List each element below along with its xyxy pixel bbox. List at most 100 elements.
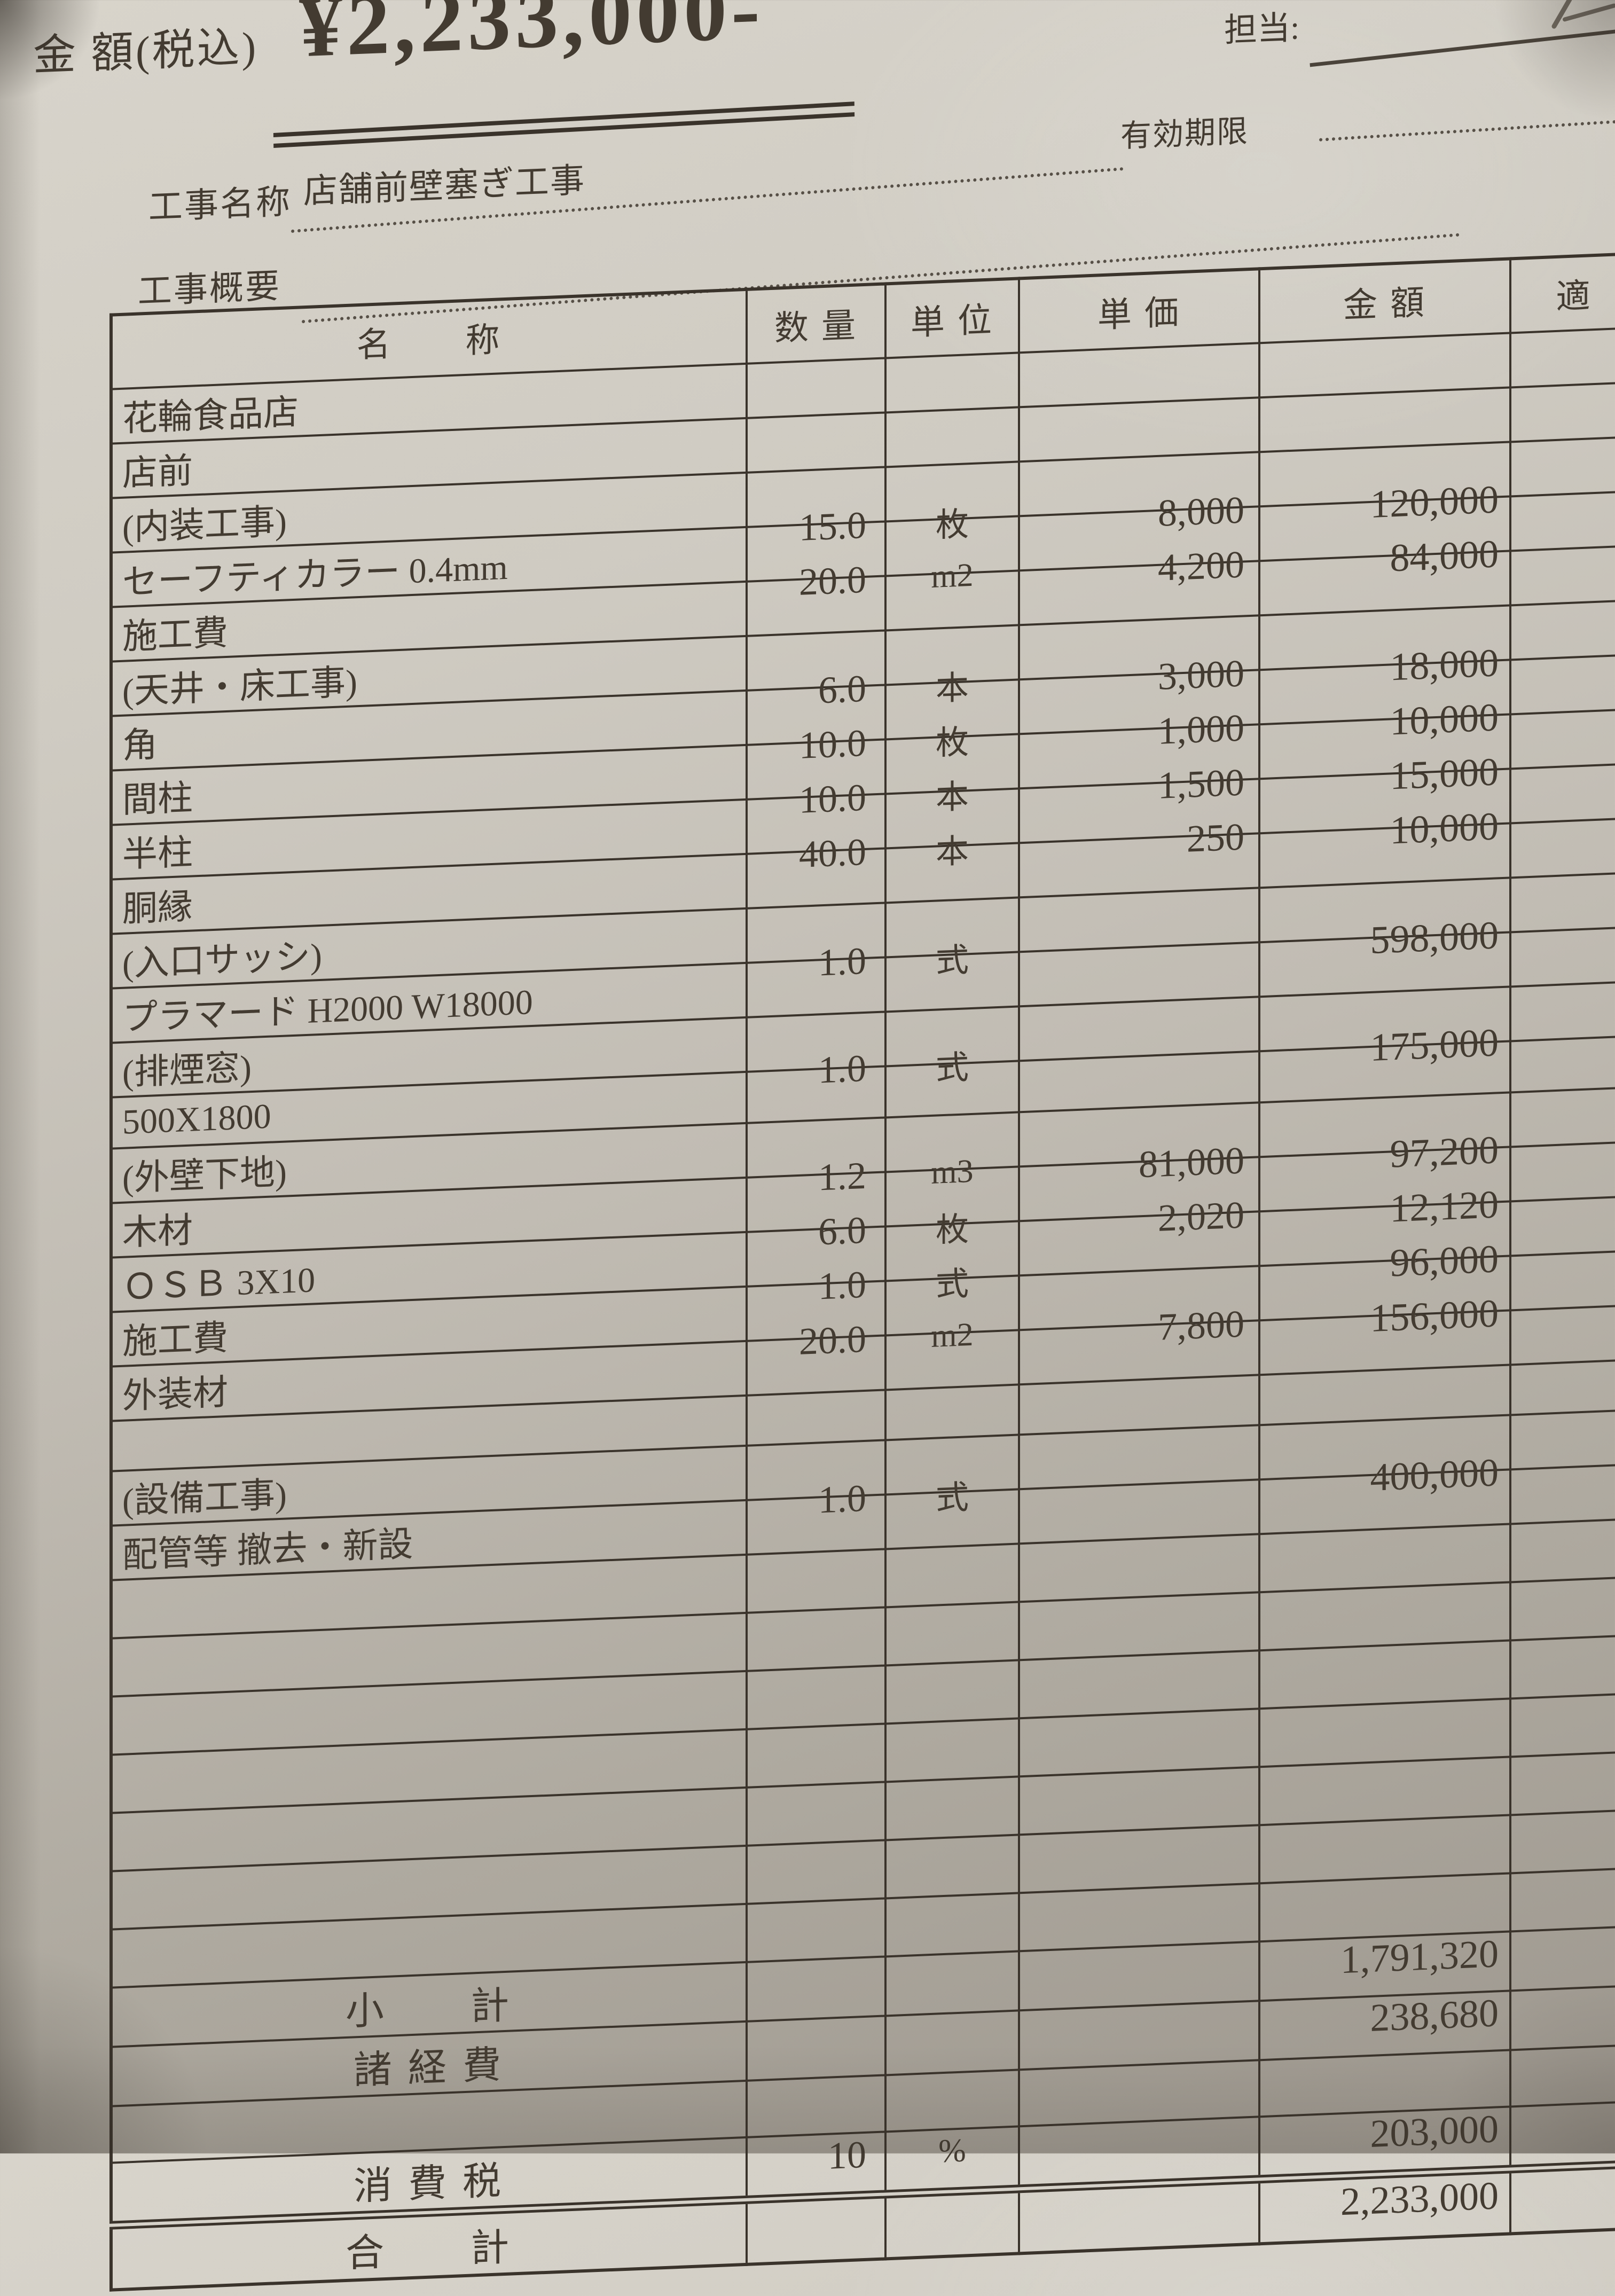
cell-a	[1259, 1582, 1510, 1651]
cell-r	[1510, 1464, 1615, 1524]
cell-r	[1510, 1518, 1615, 1582]
cell-q	[747, 1390, 885, 1446]
cell-text: m3	[931, 1153, 974, 1191]
cell-text: 2,233,000	[1340, 2173, 1499, 2224]
cell-a	[1259, 1757, 1510, 1825]
cell-p	[1019, 888, 1259, 952]
cell-text: 203,000	[1370, 2107, 1499, 2156]
cell-text: 小 計	[345, 1984, 512, 2034]
cell-q: 40.0	[747, 830, 885, 908]
cell-unit	[885, 1951, 1019, 2016]
cell-amount: 1,791,320	[1259, 1931, 1510, 2001]
cell-text: 10.0	[799, 721, 866, 767]
cell-q	[747, 1840, 885, 1904]
cell-r	[1510, 1359, 1615, 1415]
cell-r	[1510, 545, 1615, 606]
cell-text: 598,000	[1370, 913, 1499, 962]
cell-text: 3,000	[1158, 651, 1244, 698]
cell-unit	[885, 2010, 1019, 2075]
column-header-amount: 金 額	[1259, 258, 1510, 343]
cell-r	[1510, 1250, 1615, 1311]
cell-remark	[1510, 2164, 1615, 2234]
cell-r	[1510, 872, 1615, 932]
cell-text: 10,000	[1390, 695, 1499, 743]
cell-r	[1510, 709, 1615, 769]
cell-r	[1510, 1141, 1615, 1202]
cell-text: 10	[828, 2133, 866, 2177]
cell-r	[1510, 491, 1615, 551]
cell-q	[747, 1549, 885, 1613]
cell-p	[1019, 1767, 1259, 1835]
column-header-qty: 数 量	[747, 284, 885, 364]
cell-text: ＯＳＢ 3X10	[122, 1260, 316, 1307]
cell-text: 花輪食品店	[122, 393, 299, 439]
cell-r	[1510, 1635, 1615, 1699]
cell-u: m2	[885, 1316, 1019, 1390]
project-name-value: 店舗前壁塞ぎ工事	[303, 161, 585, 211]
cell-amount: 238,680	[1259, 1991, 1510, 2060]
cell-a	[1259, 333, 1510, 398]
cell-p	[1019, 397, 1259, 462]
cell-unit: %	[885, 2126, 1019, 2195]
cell-text: 本	[935, 779, 969, 817]
cell-text: m2	[931, 1316, 974, 1354]
cell-amount: 2,233,000	[1259, 2169, 1510, 2244]
cell-r	[1510, 763, 1615, 824]
cell-text: 1.0	[818, 1046, 866, 1091]
cell-text: 238,680	[1370, 1991, 1499, 2040]
cell-text: 96,000	[1390, 1236, 1499, 1285]
cell-amount	[1259, 2050, 1510, 2117]
cell-a	[1259, 1640, 1510, 1709]
cell-r	[1510, 654, 1615, 715]
cell-text: 式	[935, 1479, 969, 1517]
cell-u	[885, 1835, 1019, 1899]
cell-text: 合 計	[345, 2225, 512, 2275]
cell-a: 598,000	[1259, 913, 1510, 997]
cell-text: 6.0	[818, 1208, 866, 1253]
cell-r	[1510, 1577, 1615, 1641]
cell-p	[1019, 942, 1259, 1007]
cell-text: 式	[935, 1266, 969, 1304]
cell-p: 4,200	[1019, 543, 1259, 625]
column-header-remark: 適	[1510, 253, 1615, 333]
cell-q: 1.0	[747, 1046, 885, 1123]
cell-r	[1510, 818, 1615, 878]
project-name-label: 工事名称	[148, 183, 292, 226]
cell-text: m2	[931, 557, 974, 595]
cell-text: 枚	[935, 506, 969, 544]
cell-text: 400,000	[1370, 1450, 1499, 1500]
cell-a: 156,000	[1259, 1291, 1510, 1375]
cell-text: 配管等 撤去・新設	[122, 1524, 413, 1576]
cell-r	[1510, 600, 1615, 660]
cell-text: 消 費 税	[353, 2159, 504, 2208]
cell-a	[1259, 1815, 1510, 1884]
cell-text: 12,120	[1390, 1182, 1499, 1231]
cell-a: 400,000	[1259, 1451, 1510, 1534]
cell-p	[1019, 343, 1259, 408]
cell-text: 6.0	[818, 667, 866, 711]
items-body: 花輪食品店 店前 (内装工事) セーフティカラー 0.4mm 15.0 枚 8,000 120…	[111, 327, 1615, 1988]
cell-q	[747, 412, 885, 473]
cell-a	[1259, 387, 1510, 452]
cell-text: 10.0	[799, 775, 866, 821]
cell-text: 250	[1187, 814, 1244, 860]
cell-text: 18,000	[1390, 640, 1499, 689]
cell-remark	[1510, 1926, 1615, 1991]
column-header-price: 単 価	[1019, 269, 1259, 353]
cell-text: 1,000	[1158, 706, 1244, 753]
cell-u	[885, 1543, 1019, 1608]
cell-price	[1019, 2060, 1259, 2127]
cell-q	[747, 1665, 885, 1729]
cell-u	[885, 1776, 1019, 1840]
cell-p	[1019, 1650, 1259, 1719]
cell-q	[747, 358, 885, 418]
cell-u	[885, 1384, 1019, 1440]
cell-text: 15.0	[799, 503, 866, 549]
cell-text: 97,200	[1390, 1127, 1499, 1176]
validity-dotted-line	[1319, 119, 1615, 142]
cell-text: 本	[935, 833, 969, 871]
cell-u: 式	[885, 942, 1019, 1012]
cell-text: 120,000	[1370, 477, 1499, 527]
estimate-table: 名 称 数 量 単 位 単 価 金 額 適 花輪食品店 店前 (内装工事) セーフティ…	[109, 252, 1615, 2292]
totals-body: 小 計 1,791,320 諸 経 費 238,680	[111, 1926, 1615, 2290]
